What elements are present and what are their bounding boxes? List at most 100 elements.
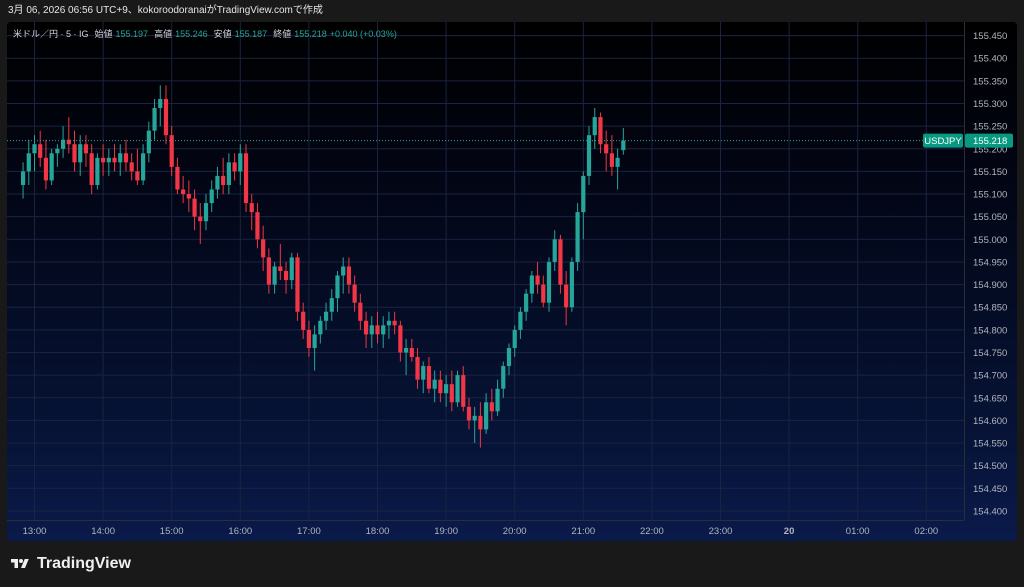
candle-body bbox=[501, 366, 506, 389]
candle bbox=[609, 135, 614, 176]
candle bbox=[484, 393, 489, 434]
candle bbox=[541, 275, 546, 308]
candle-body bbox=[506, 347, 512, 367]
candle-body bbox=[564, 284, 569, 308]
candle bbox=[558, 234, 563, 294]
candle-body bbox=[449, 384, 454, 403]
candle bbox=[238, 144, 243, 185]
legend-close-label: 終値 bbox=[273, 29, 292, 39]
candle bbox=[43, 139, 49, 190]
candle bbox=[524, 289, 529, 321]
candle bbox=[272, 261, 277, 294]
candle bbox=[26, 139, 31, 185]
candle bbox=[135, 148, 140, 185]
x-tick-label: 20:00 bbox=[503, 526, 527, 537]
x-tick-label: 23:00 bbox=[709, 526, 733, 537]
candle bbox=[186, 180, 191, 213]
y-tick-label: 155.200 bbox=[973, 144, 1007, 155]
candle-body bbox=[455, 375, 460, 403]
price-tag-symbol: USDJPY bbox=[924, 136, 962, 147]
x-tick-label: 14:00 bbox=[91, 526, 115, 537]
candle-body bbox=[369, 325, 374, 335]
candle-body bbox=[323, 311, 329, 321]
candle-body bbox=[586, 135, 592, 176]
y-tick-label: 154.700 bbox=[973, 371, 1007, 382]
candle bbox=[449, 370, 454, 412]
candle-body bbox=[261, 239, 266, 258]
y-tick-label: 155.300 bbox=[973, 99, 1007, 110]
candle bbox=[381, 316, 386, 348]
candle-body bbox=[32, 144, 37, 154]
candle bbox=[438, 370, 443, 403]
candle-body bbox=[146, 130, 151, 154]
candle bbox=[278, 243, 283, 281]
candle-body bbox=[381, 325, 386, 335]
candle bbox=[295, 252, 300, 321]
candle-body bbox=[26, 153, 31, 172]
candle bbox=[169, 126, 174, 176]
x-tick-label: 01:00 bbox=[846, 526, 870, 537]
candle bbox=[604, 130, 609, 172]
candle-body bbox=[295, 257, 300, 312]
candle-body bbox=[461, 375, 466, 407]
candle bbox=[518, 307, 523, 339]
candle bbox=[444, 375, 449, 407]
candle-body bbox=[175, 166, 180, 190]
legend-symbol[interactable]: 米ドル／円 · 5 · IG bbox=[13, 29, 89, 39]
candle bbox=[20, 162, 26, 199]
candle-body bbox=[186, 194, 191, 199]
candle bbox=[221, 157, 226, 195]
candle-body bbox=[221, 175, 226, 185]
candle bbox=[495, 379, 500, 416]
candle bbox=[198, 203, 203, 244]
candle bbox=[501, 361, 506, 398]
candle-body bbox=[55, 148, 60, 154]
candle bbox=[72, 130, 77, 172]
tradingview-brand[interactable]: TradingView bbox=[9, 553, 131, 575]
candle bbox=[312, 325, 317, 371]
price-tag[interactable]: USDJPY 155.218 bbox=[923, 133, 1013, 148]
candle-body bbox=[558, 239, 563, 285]
candle-body bbox=[66, 139, 71, 145]
chart-frame[interactable]: 155.450 155.400 155.350 155.300 155.250 155.2… bbox=[7, 22, 1017, 541]
candle-body bbox=[318, 320, 323, 335]
candle bbox=[209, 180, 214, 213]
axis-layer: 155.450 155.400 155.350 155.300 155.250 155.2… bbox=[7, 22, 1013, 537]
x-tick-label: 15:00 bbox=[160, 526, 184, 537]
x-tick-label: 02:00 bbox=[914, 526, 938, 537]
candle-body bbox=[106, 157, 111, 163]
candle-body bbox=[535, 275, 540, 285]
candle bbox=[38, 130, 43, 167]
candle-body bbox=[386, 320, 392, 326]
y-tick-label: 154.600 bbox=[973, 416, 1007, 427]
candle bbox=[363, 311, 369, 348]
candle-body bbox=[358, 302, 363, 321]
price-tag-symbol-bg bbox=[923, 133, 963, 148]
candle bbox=[192, 189, 197, 231]
candle-body bbox=[598, 117, 603, 145]
candle bbox=[123, 139, 129, 172]
candle bbox=[255, 203, 260, 249]
candle bbox=[615, 148, 620, 190]
candle bbox=[398, 320, 403, 362]
candle-body bbox=[335, 275, 340, 299]
candle-body bbox=[575, 212, 580, 262]
candle-body bbox=[112, 157, 117, 163]
x-tick-label: 17:00 bbox=[297, 526, 321, 537]
candle-body bbox=[375, 325, 380, 335]
candle-body bbox=[181, 189, 186, 195]
candle-body bbox=[478, 415, 483, 430]
price-chart[interactable]: 155.450 155.400 155.350 155.300 155.250 155.2… bbox=[7, 22, 1017, 541]
y-tick-label: 154.800 bbox=[973, 325, 1007, 336]
candle bbox=[232, 153, 237, 181]
candle bbox=[175, 157, 180, 195]
candle-body bbox=[198, 216, 203, 222]
candle-body bbox=[621, 140, 626, 151]
candle bbox=[261, 225, 266, 271]
candle-body bbox=[129, 162, 134, 172]
candle bbox=[215, 166, 220, 199]
legend-open-value: 155.197 bbox=[115, 29, 149, 39]
candle bbox=[346, 257, 352, 294]
candle-body bbox=[438, 379, 443, 394]
candle-body bbox=[609, 153, 614, 167]
